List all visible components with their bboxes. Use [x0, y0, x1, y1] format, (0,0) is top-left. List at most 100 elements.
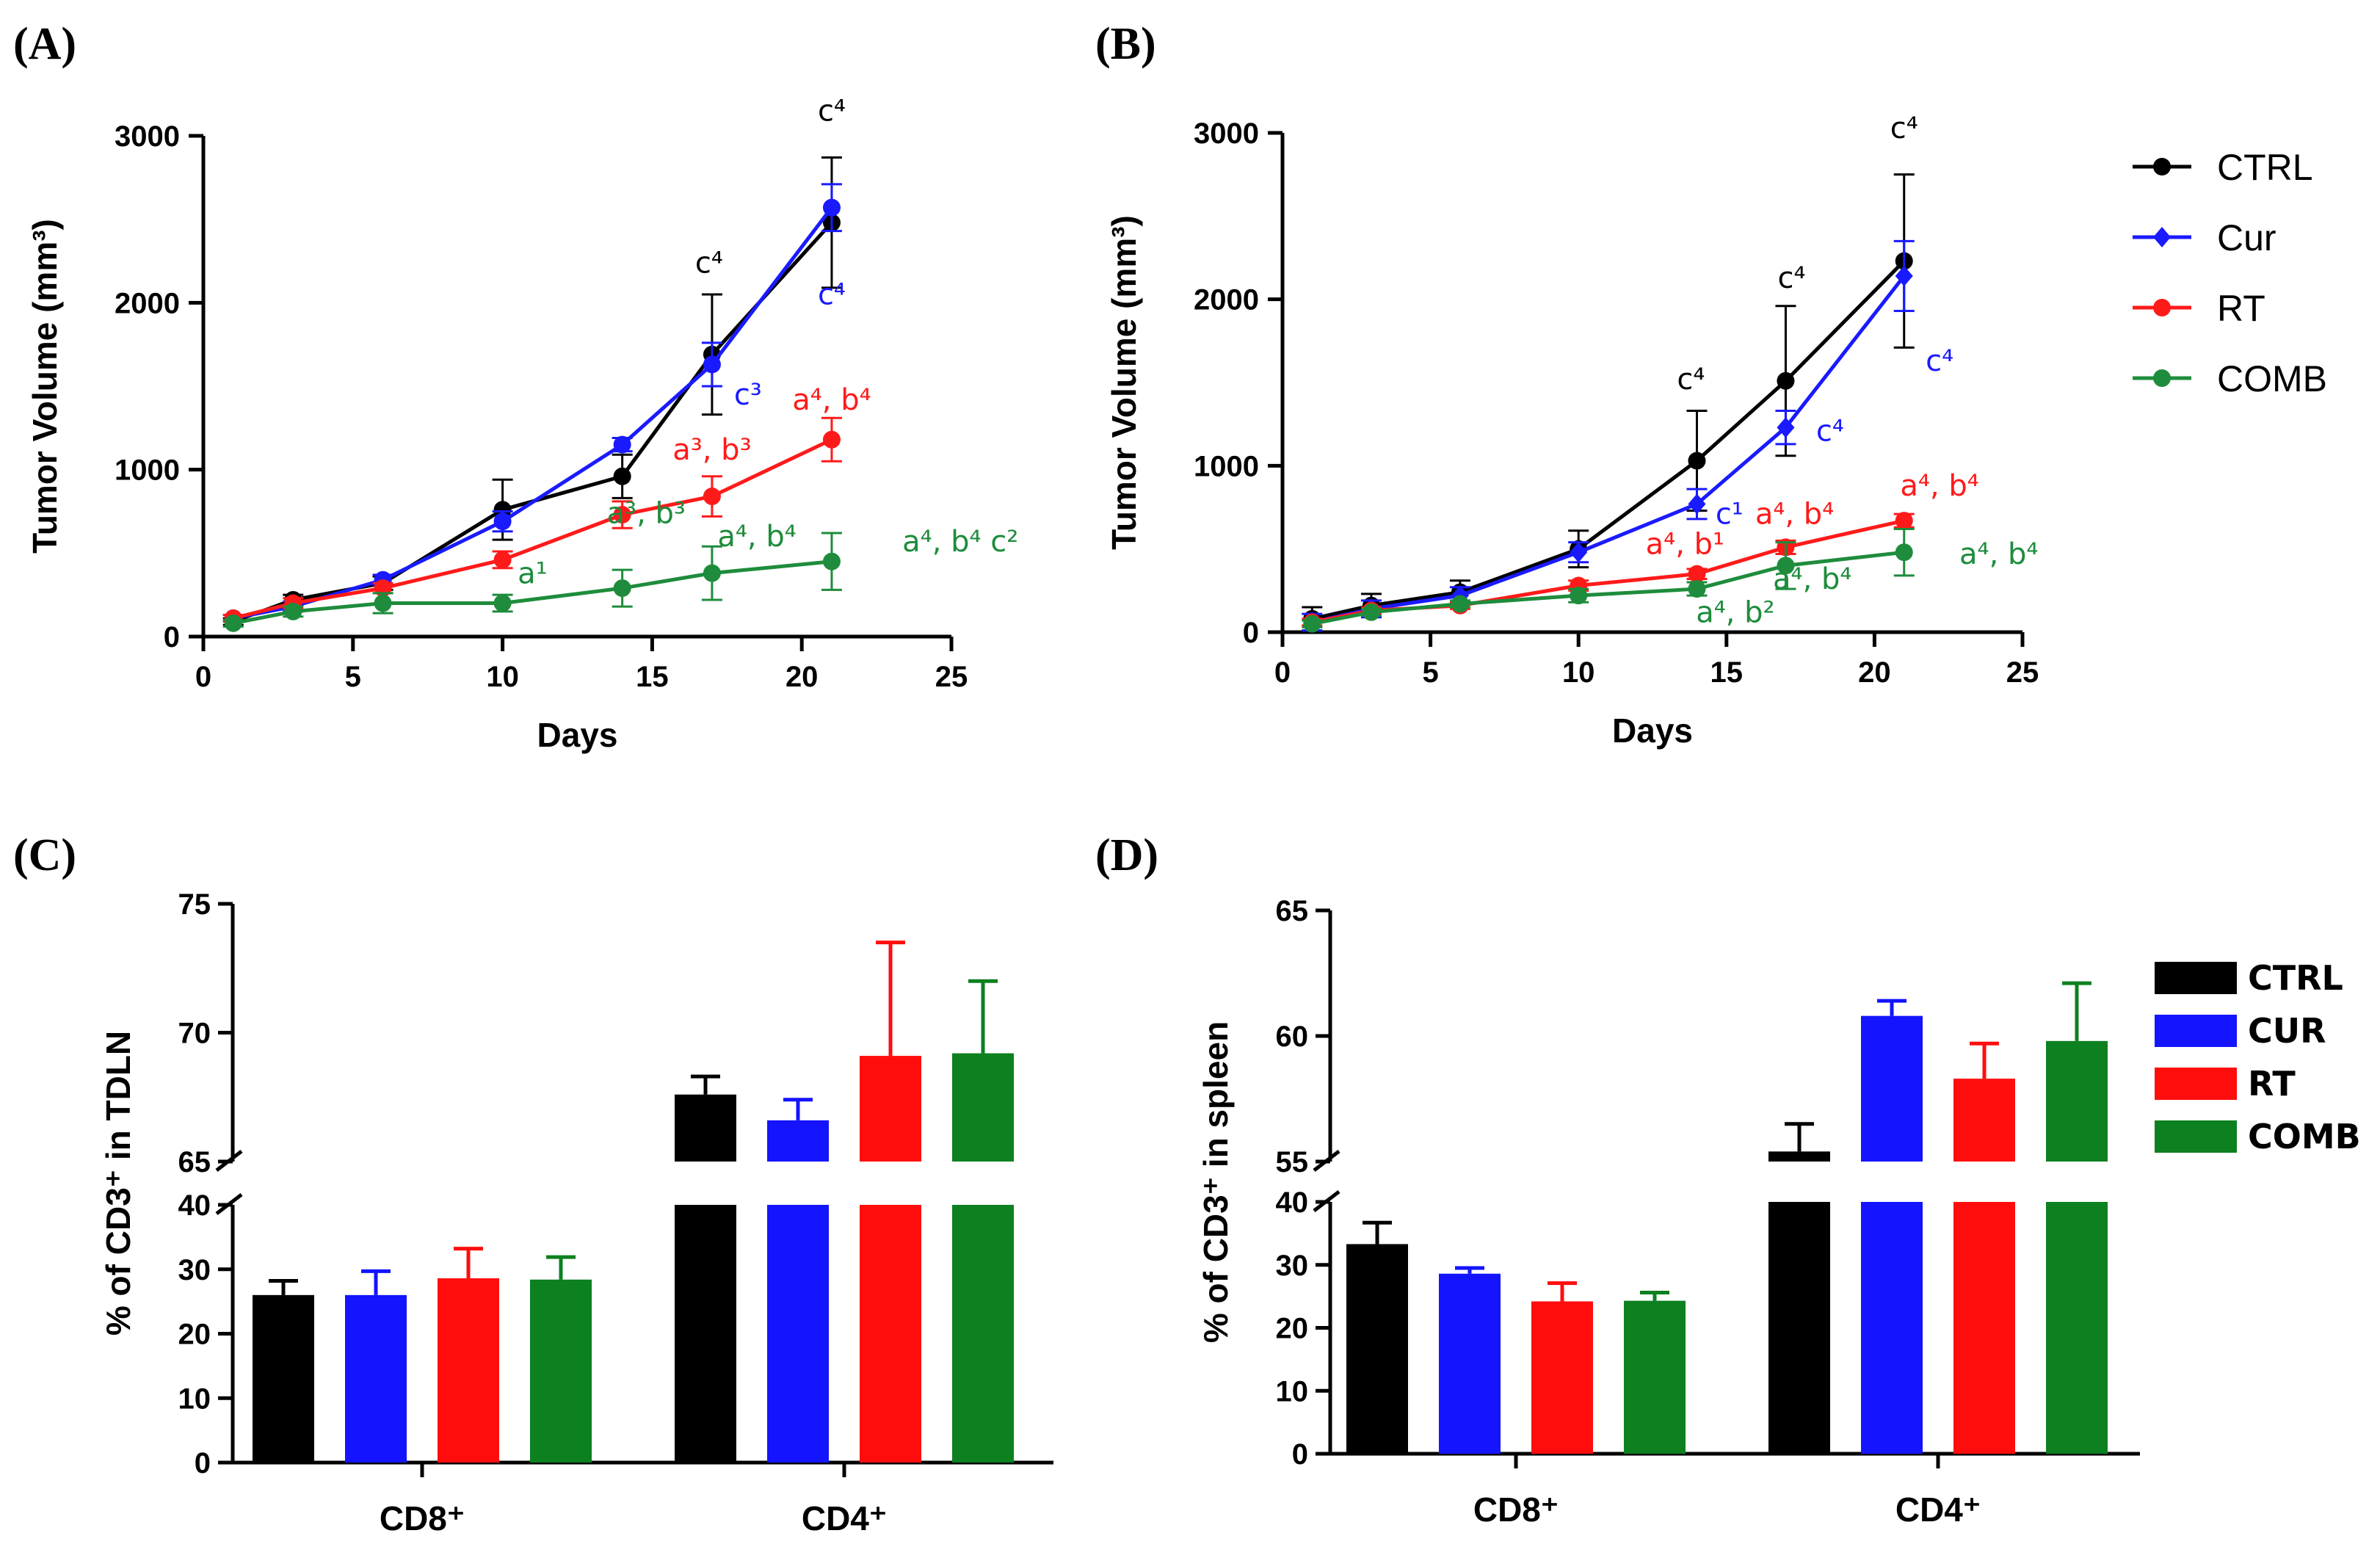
x-tick-label: 20 — [1858, 656, 1891, 689]
y-tick-label: 40 — [178, 1189, 211, 1222]
significance-label: c³ — [734, 378, 762, 412]
bar-rt-upper — [860, 1056, 921, 1162]
x-category-label: CD4⁺ — [802, 1499, 887, 1537]
x-category-label: CD8⁺ — [380, 1499, 465, 1537]
bar-rt — [1531, 1301, 1593, 1454]
significance-label: c⁴ — [1890, 112, 1918, 145]
y-tick-label: 0 — [1243, 617, 1259, 649]
significance-label: a³, b³ — [607, 496, 686, 530]
bar-ctrl-upper — [675, 1094, 736, 1162]
bar-ctrl-upper — [1768, 1151, 1830, 1162]
x-tick-label: 15 — [1710, 656, 1744, 689]
data-point — [822, 198, 841, 217]
data-point — [374, 594, 392, 612]
significance-label: a⁴, b⁴ — [1959, 537, 2038, 571]
significance-label: a³, b³ — [672, 433, 751, 467]
y-axis-title: Tumor Volume (mm³) — [1105, 215, 1143, 550]
data-point — [1895, 512, 1913, 530]
data-point — [1777, 372, 1795, 390]
y-tick-label: 20 — [1276, 1313, 1309, 1345]
significance-label: a⁴, b⁴ — [1773, 562, 1851, 596]
y-tick-label: 30 — [178, 1254, 211, 1286]
x-tick-label: 10 — [486, 661, 519, 693]
x-tick-label: 5 — [1422, 656, 1438, 689]
significance-label: a⁴, b⁴ — [792, 383, 871, 417]
legend-label: RT — [2217, 288, 2265, 329]
series-comb — [222, 532, 842, 632]
significance-label: c⁴ — [695, 246, 723, 280]
data-point — [493, 551, 512, 569]
bar-comb — [530, 1279, 592, 1463]
y-tick-label: 20 — [178, 1319, 211, 1351]
data-point — [613, 506, 631, 524]
chart-d: 0 10 20 30 40 55 60 65 % of CD3⁺ in spleen CD8⁺ CD… — [1197, 895, 2140, 1529]
data-point — [1451, 595, 1469, 613]
significance-label: a⁴, b⁴ c² — [902, 525, 1018, 559]
x-tick-label: 0 — [195, 661, 211, 693]
series-comb — [1302, 527, 1915, 633]
data-point — [613, 467, 631, 485]
bar-cur-upper — [767, 1120, 829, 1162]
y-tick-label: 1000 — [115, 454, 180, 487]
data-point — [1688, 565, 1706, 583]
bar-comb — [1624, 1300, 1686, 1454]
bar-ctrl-lower — [675, 1205, 736, 1463]
y-tick-label: 3000 — [115, 120, 180, 153]
data-point — [224, 614, 242, 632]
panel-label-c: (C) — [13, 830, 76, 880]
y-tick-label: 10 — [178, 1383, 211, 1415]
chart-a: 0 5 10 15 20 25 0 1000 2000 3000 Days Tumor Volume … — [26, 95, 1018, 754]
legend-marker — [2153, 227, 2171, 247]
y-tick-label: 65 — [178, 1146, 211, 1178]
bar-rt-upper — [1953, 1079, 2015, 1162]
legend-label: CTRL — [2248, 958, 2343, 998]
panel-label-d: (D) — [1095, 830, 1158, 880]
significance-label: c⁴ — [818, 278, 846, 312]
y-tick-label: 3000 — [1194, 117, 1259, 150]
x-category-label: CD8⁺ — [1473, 1490, 1559, 1529]
y-tick-label: 75 — [178, 888, 211, 921]
significance-label: c¹ — [1716, 498, 1744, 532]
x-tick-label: 0 — [1274, 656, 1291, 689]
legend-label: Cur — [2217, 217, 2276, 258]
legend-bottom: CTRL CUR RT COMB — [2155, 958, 2361, 1156]
x-tick-label: 20 — [786, 661, 819, 693]
significance-label: a⁴, b⁴ — [717, 520, 796, 554]
data-point — [703, 564, 721, 582]
y-tick-label: 0 — [1292, 1438, 1308, 1471]
bar-cur-upper — [1861, 1015, 1923, 1162]
significance-label: c⁴ — [1677, 363, 1705, 396]
y-tick-label: 2000 — [1194, 284, 1259, 316]
y-tick-label: 70 — [178, 1018, 211, 1050]
x-tick-label: 10 — [1562, 656, 1595, 689]
data-point — [1303, 615, 1321, 633]
y-tick-label: 55 — [1276, 1146, 1309, 1178]
significance-label: c⁴ — [1926, 344, 1953, 378]
legend-label: CTRL — [2217, 147, 2313, 188]
data-point — [493, 512, 512, 531]
bar-rt-lower — [1953, 1202, 2015, 1454]
legend-marker — [2153, 158, 2171, 175]
y-tick-label: 30 — [1276, 1250, 1309, 1282]
significance-label: a¹ — [518, 557, 548, 590]
data-point — [1895, 265, 1913, 286]
data-point — [1362, 603, 1380, 621]
bar-ctrl-lower — [1768, 1202, 1830, 1454]
bar-comb-upper — [2046, 1040, 2108, 1162]
y-tick-label: 60 — [1276, 1021, 1309, 1053]
bar-cur — [1439, 1273, 1501, 1454]
significance-label: c⁴ — [818, 95, 846, 128]
significance-label: a⁴, b⁴ — [1900, 469, 1978, 503]
x-axis-title: Days — [537, 716, 618, 754]
data-point — [822, 430, 841, 449]
chart-c: 0 10 20 30 40 65 70 75 % of CD3⁺ in TDLN CD8⁺ CD4⁺ — [99, 888, 1053, 1537]
y-tick-label: 2000 — [115, 287, 180, 319]
data-point — [613, 435, 631, 454]
bar-ctrl — [253, 1294, 314, 1463]
bar-ctrl — [1346, 1244, 1408, 1454]
data-point — [613, 579, 631, 598]
legend-swatch — [2155, 1120, 2237, 1153]
data-point — [1688, 580, 1706, 598]
y-axis-title: Tumor Volume (mm³) — [26, 219, 64, 554]
y-tick-label: 1000 — [1194, 450, 1259, 482]
